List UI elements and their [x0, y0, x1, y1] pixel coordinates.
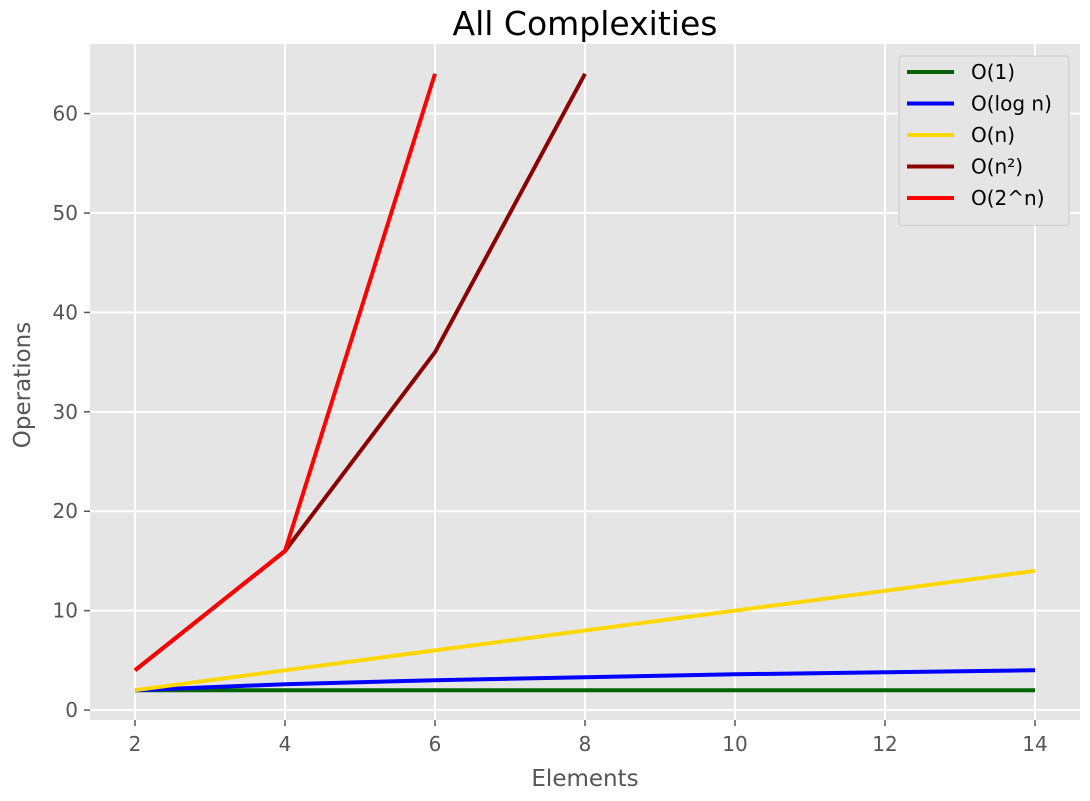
chart-title: All Complexities	[453, 4, 718, 43]
legend: O(1) O(log n) O(n) O(n²) O(2^n)	[898, 55, 1070, 226]
grid	[90, 44, 1080, 720]
x-tick-label: 2	[129, 732, 142, 756]
y-tick-label: 10	[53, 599, 78, 623]
series-line	[133, 73, 437, 672]
legend-label: O(log n)	[971, 92, 1052, 116]
y-tick-label: 40	[53, 300, 78, 324]
legend-label: O(1)	[971, 60, 1015, 84]
y-tick-label: 30	[53, 400, 78, 424]
series-line	[134, 668, 1036, 693]
x-tick-label: 14	[1022, 732, 1047, 756]
y-tick-label: 20	[53, 499, 78, 523]
x-axis-label: Elements	[531, 766, 638, 792]
y-tick-label: 0	[65, 698, 78, 722]
legend-box	[898, 55, 1070, 226]
x-axis-ticks: 2 4 6 8 10 12 14	[129, 720, 1048, 756]
legend-label: O(n²)	[971, 155, 1023, 179]
y-tick-label: 60	[53, 102, 78, 126]
x-tick-label: 6	[429, 732, 442, 756]
y-axis-label: Operations	[10, 322, 36, 448]
x-tick-label: 4	[279, 732, 292, 756]
series-lines	[133, 72, 1036, 693]
y-tick-label: 50	[53, 201, 78, 225]
legend-label: O(n)	[971, 123, 1015, 147]
x-tick-label: 8	[579, 732, 592, 756]
y-axis-ticks: 0 10 20 30 40 50 60	[53, 102, 90, 722]
series-line	[134, 568, 1036, 693]
x-tick-label: 10	[722, 732, 747, 756]
x-tick-label: 12	[872, 732, 897, 756]
legend-label: O(2^n)	[971, 186, 1045, 210]
